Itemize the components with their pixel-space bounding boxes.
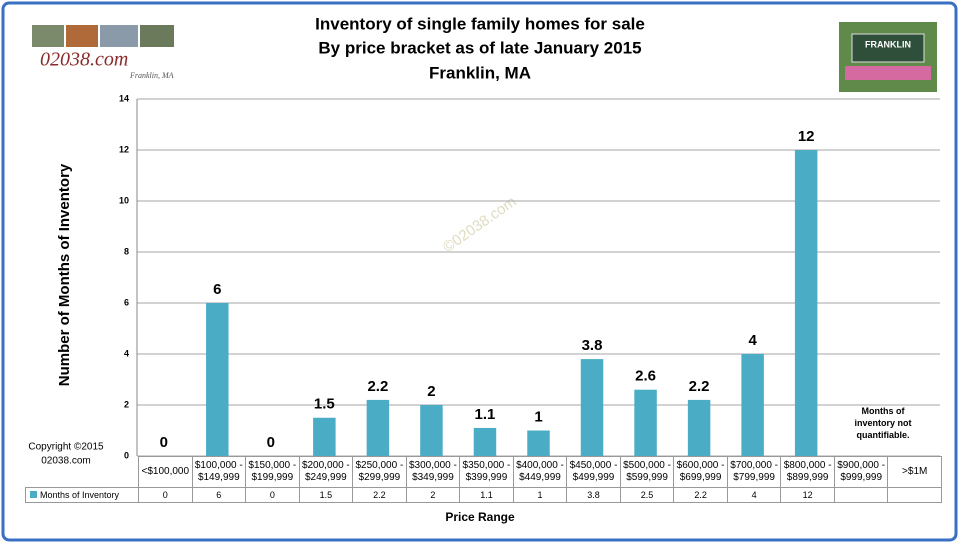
value-label: 2.2	[689, 378, 710, 395]
value-label: 12	[798, 128, 815, 145]
value-label: 1	[534, 408, 542, 425]
x-tick-label: $700,000 - $799,999	[726, 456, 782, 488]
x-tick-label: $800,000 - $899,999	[780, 456, 835, 488]
data-table: <$100,000 $100,000 - $149,999 $150,000 - $…	[25, 456, 942, 503]
sign	[851, 33, 925, 63]
value-label: 2.2	[367, 378, 388, 395]
table-value: 1.5	[298, 487, 354, 503]
photo	[100, 25, 138, 47]
table-value: 2.2	[673, 487, 728, 503]
table-value: 1	[512, 487, 568, 503]
y-tick-label: 4	[124, 348, 129, 358]
value-label: 4	[748, 332, 757, 349]
x-tick-label: <$100,000	[138, 456, 193, 488]
bar	[473, 427, 497, 456]
y-tick-label: 6	[124, 297, 129, 307]
chart-title: Franklin, MA	[429, 63, 531, 82]
bar	[741, 354, 764, 456]
site-place: Franklin, MA	[129, 71, 174, 80]
table-value: 12	[780, 487, 835, 503]
chart-title: Inventory of single family homes for sal…	[315, 14, 645, 33]
x-axis-label: Price Range	[445, 510, 515, 524]
x-tick-label: $100,000 - $149,999	[191, 456, 247, 488]
annotation: Months of inventory not quantifiable.	[854, 406, 912, 440]
bar	[420, 405, 443, 456]
table-row: Months of Inventory 0 6 0 1.5 2.2 2 1.1 1 3.8 2.5 2…	[25, 487, 942, 503]
value-label: 6	[213, 281, 221, 298]
y-tick-label: 0	[124, 450, 129, 460]
site-logo: 02038.com	[40, 49, 128, 71]
table-value: 4	[726, 487, 782, 503]
bar	[580, 359, 604, 456]
value-label: 0	[267, 434, 275, 451]
value-label: 0	[160, 434, 168, 451]
x-tick-label: $150,000 - $199,999	[245, 456, 300, 488]
table-value: 3.8	[566, 487, 621, 503]
x-tick-label: $600,000 - $699,999	[673, 456, 728, 488]
sign-text: FRANKLIN	[865, 39, 911, 49]
table-value	[833, 487, 889, 503]
legend-swatch	[30, 490, 37, 498]
table-value	[887, 487, 942, 503]
bar	[687, 399, 711, 456]
photo	[66, 25, 98, 47]
annotation-box: Months of inventory not quantifiable.	[854, 406, 912, 440]
y-tick-label: 10	[119, 195, 129, 205]
x-tick-label: >$1M	[887, 456, 942, 488]
flowers	[845, 66, 931, 80]
copyright: Copyright ©2015	[28, 442, 104, 453]
value-label: 3.8	[582, 337, 603, 354]
x-tick-label: $400,000 - $449,999	[512, 456, 568, 488]
table-value: 0	[245, 487, 300, 503]
table-value: 6	[191, 487, 247, 503]
table-corner	[25, 456, 139, 488]
bar	[794, 150, 818, 456]
x-tick-label: $450,000 - $499,999	[566, 456, 621, 488]
table-value: 0	[138, 487, 193, 503]
chart-title: By price bracket as of late January 2015	[318, 38, 641, 57]
value-label: 1.1	[475, 406, 496, 423]
y-tick-label: 2	[124, 399, 129, 409]
x-tick-label: $200,000 - $249,999	[298, 456, 354, 488]
bar	[366, 399, 390, 456]
bar	[527, 430, 550, 456]
y-tick-label: 14	[119, 93, 129, 103]
value-label: 2	[427, 383, 435, 400]
table-value: 2.2	[352, 487, 407, 503]
table-value: 2.5	[619, 487, 675, 503]
photo	[32, 25, 64, 47]
x-tick-label: $300,000 - $349,999	[405, 456, 461, 488]
x-tick-label: $250,000 - $299,999	[352, 456, 407, 488]
legend-cell: Months of Inventory	[25, 487, 139, 503]
table-value: 1.1	[459, 487, 514, 503]
bar	[634, 389, 657, 456]
y-tick-label: 8	[124, 246, 129, 256]
value-label: 2.6	[635, 368, 656, 385]
x-tick-label: $500,000 - $599,999	[619, 456, 675, 488]
photo	[140, 25, 174, 47]
table-value: 2	[405, 487, 461, 503]
x-tick-label: $350,000 - $399,999	[459, 456, 514, 488]
bar	[206, 303, 229, 456]
legend-label: Months of Inventory	[40, 489, 120, 500]
bar	[313, 417, 336, 456]
y-axis-label: Number of Months of Inventory	[56, 163, 73, 386]
value-label: 1.5	[314, 396, 335, 413]
x-tick-label: $900,000 - $999,999	[833, 456, 889, 488]
table-row: <$100,000 $100,000 - $149,999 $150,000 - $…	[25, 456, 942, 488]
y-tick-label: 12	[119, 144, 129, 154]
